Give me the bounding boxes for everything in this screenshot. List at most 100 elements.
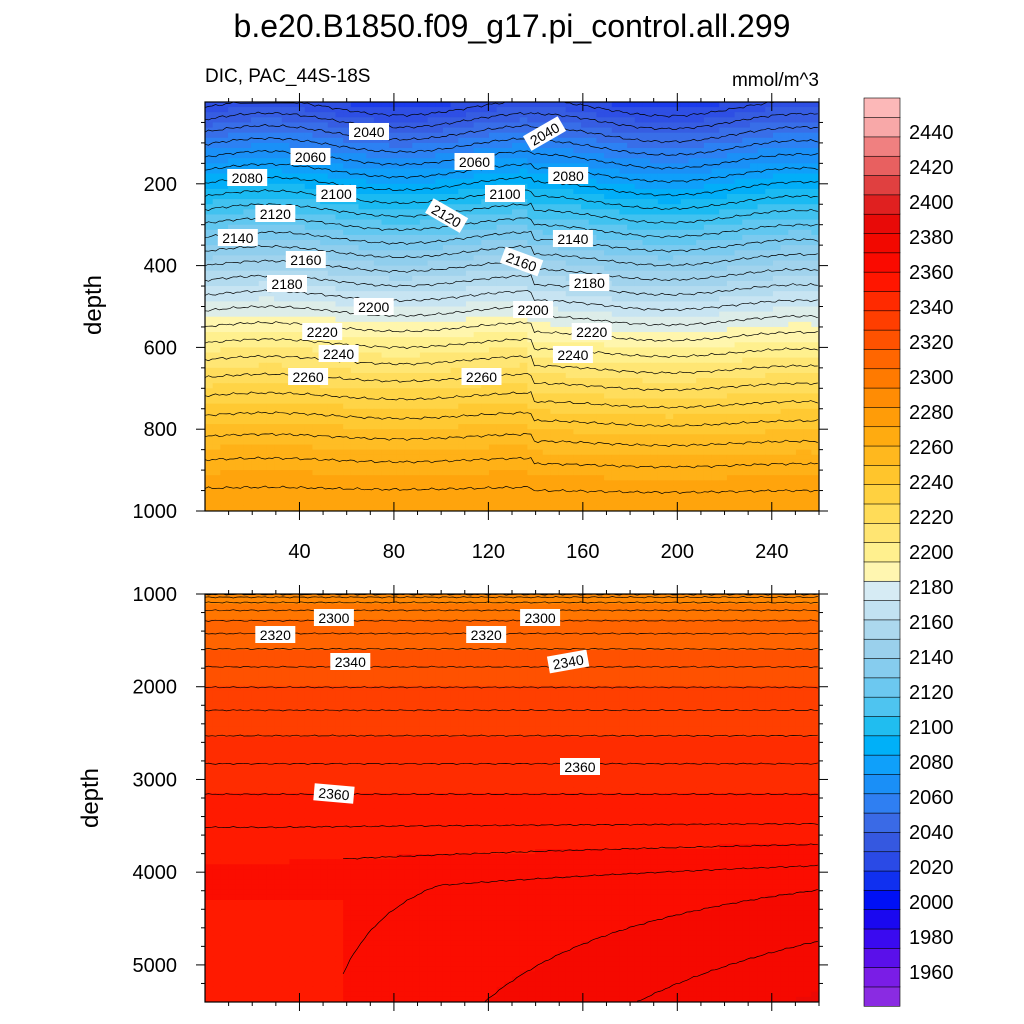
fill-cell (772, 153, 782, 159)
fill-cell (765, 183, 774, 190)
fill-cell (412, 194, 421, 200)
fill-cell (366, 234, 375, 241)
fill-cell (573, 142, 582, 149)
fill-cell (266, 153, 275, 159)
fill-cell (320, 107, 329, 113)
fill-cell (412, 413, 421, 420)
fill-cell (404, 250, 413, 256)
fill-cell (719, 224, 728, 231)
fill-cell (251, 158, 260, 164)
fill-cell (496, 132, 505, 139)
fill-cell (496, 306, 505, 313)
fill-cell (473, 142, 482, 149)
fill-cell (657, 326, 667, 333)
fill-cell (251, 393, 260, 400)
fill-cell (412, 234, 421, 241)
fill-cell (343, 367, 352, 374)
fill-cell (596, 224, 605, 231)
fill-cell (358, 178, 367, 185)
fill-cell (742, 357, 751, 364)
fill-cell (473, 199, 482, 205)
fill-cell (373, 413, 383, 420)
fill-cell (212, 326, 221, 333)
fill-cell (757, 296, 766, 302)
fill-cell (274, 142, 283, 149)
fill-cell (366, 286, 375, 292)
fill-cell (703, 393, 713, 400)
fill-cell (373, 383, 383, 389)
fill-cell (596, 163, 605, 170)
fill-cell (442, 117, 452, 124)
fill-cell (320, 275, 329, 282)
fill-cell (803, 378, 812, 384)
fill-cell (657, 316, 667, 323)
fill-cell (358, 102, 367, 108)
fill-cell (726, 127, 736, 134)
fill-cell (243, 137, 252, 144)
fill-cell (412, 337, 421, 343)
fill-cell (419, 398, 429, 405)
fill-cell (696, 127, 705, 134)
fill-cell (496, 311, 505, 318)
fill-cell (527, 413, 536, 420)
fill-cell (703, 280, 713, 287)
fill-cell (442, 291, 452, 297)
fill-cell (258, 270, 267, 277)
fill-cell (596, 388, 605, 395)
fill-cell (228, 250, 237, 256)
fill-cell (642, 362, 651, 369)
fill-cell (627, 321, 636, 328)
fill-cell (512, 367, 521, 374)
fill-cell (366, 337, 375, 343)
fill-cell (419, 168, 429, 175)
fill-cell (442, 367, 452, 374)
fill-cell (757, 204, 766, 210)
fill-cell (274, 117, 283, 124)
fill-cell (604, 102, 613, 108)
fill-cell (343, 245, 352, 251)
fill-cell (228, 219, 237, 226)
fill-cell (765, 352, 774, 359)
fill-cell (512, 168, 521, 175)
fill-cell (757, 158, 766, 164)
fill-cell (742, 275, 751, 282)
fill-cell (688, 132, 697, 139)
fill-cell (389, 265, 398, 272)
fill-cell (289, 347, 298, 354)
fill-cell (297, 112, 306, 118)
fill-cell (573, 337, 582, 343)
fill-cell (220, 332, 229, 338)
fill-cell (811, 173, 819, 180)
fill-cell (396, 102, 406, 108)
fill-cell (657, 107, 667, 113)
fill-cell (803, 107, 812, 113)
fill-cell (404, 296, 413, 302)
fill-cell (742, 250, 751, 256)
fill-cell (205, 316, 214, 323)
fill-cell (327, 127, 337, 134)
fill-cell (512, 112, 521, 118)
fill-cell (634, 260, 644, 267)
fill-cell (327, 122, 337, 129)
fill-cell (419, 137, 429, 144)
fill-cell (726, 260, 736, 267)
fill-cell (604, 122, 613, 129)
fill-cell (205, 311, 214, 318)
fill-cell (450, 234, 459, 241)
fill-cell (320, 383, 329, 389)
fill-cell (427, 352, 436, 359)
fill-cell (358, 163, 367, 170)
fill-cell (542, 229, 551, 236)
fill-cell (719, 265, 728, 272)
fill-cell (205, 194, 214, 200)
fill-cell (772, 229, 782, 236)
fill-cell (611, 234, 621, 241)
fill-cell (772, 199, 782, 205)
fill-cell (488, 393, 498, 400)
fill-cell (627, 219, 636, 226)
fill-cell (212, 342, 221, 348)
fill-cell (481, 209, 490, 216)
fill-cell (312, 112, 321, 118)
fill-cell (465, 306, 475, 313)
fill-cell (803, 204, 812, 210)
